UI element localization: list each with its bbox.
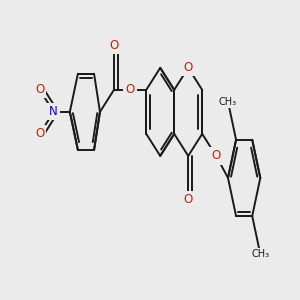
Text: N: N [49, 105, 58, 119]
Text: O: O [212, 149, 221, 162]
Text: O: O [35, 128, 44, 140]
Text: O: O [184, 194, 193, 206]
Text: CH₃: CH₃ [251, 249, 269, 259]
Text: CH₃: CH₃ [219, 97, 237, 107]
Text: O: O [184, 61, 193, 74]
Text: O: O [35, 83, 44, 96]
Text: O: O [125, 83, 135, 96]
Text: O: O [109, 39, 119, 52]
